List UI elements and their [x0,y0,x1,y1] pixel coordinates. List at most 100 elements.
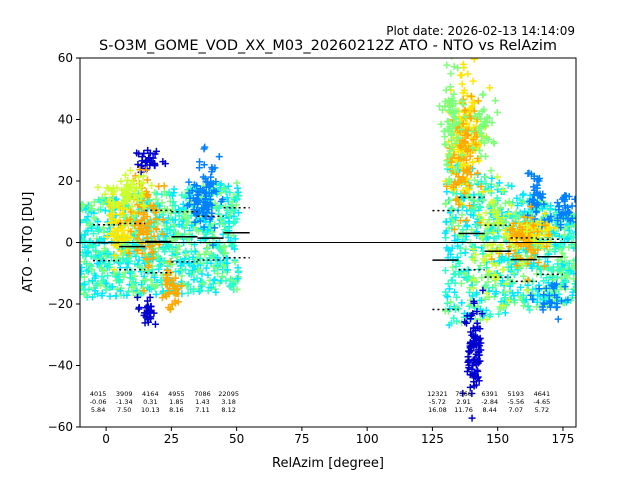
scatter-point [208,163,216,171]
scatter-point [145,227,153,235]
scatter-point [442,86,450,94]
scatter-point [129,239,137,247]
scatter-point [452,196,460,204]
scatter-point [149,254,157,262]
scatter-point [441,140,449,148]
scatter-point [454,133,462,141]
scatter-point [548,281,556,289]
scatter-point [451,279,459,287]
scatter-point [469,77,477,85]
scatter-point [520,213,528,221]
scatter-point [482,118,490,126]
scatter-point [438,106,446,114]
scatter-point [200,205,208,213]
scatter-point [136,221,144,229]
scatter-point [226,189,234,197]
scatter-point [473,374,481,382]
scatter-point [492,282,500,290]
scatter-point [500,288,508,296]
scatter-point [495,226,503,234]
scatter-point [520,272,528,280]
scatter-point [205,183,213,191]
scatter-point [132,192,140,200]
scatter-point [523,252,531,260]
scatter-point [469,284,477,292]
scatter-point [104,248,112,256]
scatter-point [528,214,536,222]
scatter-point [552,231,560,239]
bin-annotation-text: 22095 [218,390,239,398]
scatter-point [151,320,159,328]
scatter-point [544,258,552,266]
bin-annotation-text: -5.72 [429,398,446,406]
scatter-point [510,219,518,227]
scatter-point [482,306,490,314]
scatter-point [222,187,230,195]
scatter-point [189,253,197,261]
scatter-point [518,199,526,207]
scatter-point [134,161,142,169]
bin-annotation-text: 3909 [116,390,133,398]
scatter-point [530,260,538,268]
scatter-point [188,232,196,240]
scatter-point [203,244,211,252]
x-tick-label: 75 [294,432,309,446]
scatter-point [525,169,533,177]
scatter-point [554,216,562,224]
bin-annotation-text: 7.50 [117,406,131,414]
scatter-point [140,172,148,180]
scatter-point [100,266,108,274]
scatter-point [144,263,152,271]
scatter-point [138,161,146,169]
scatter-point [454,64,462,72]
scatter-point [196,158,204,166]
scatter-point [460,64,468,72]
x-tick-label: 0 [102,432,110,446]
scatter-point [117,247,125,255]
scatter-point [141,277,149,285]
scatter-point [140,287,148,295]
scatter-point [504,211,512,219]
scatter-point [109,230,117,238]
scatter-point [542,284,550,292]
scatter-point [467,171,475,179]
scatter-point [560,197,568,205]
scatter-point [495,179,503,187]
scatter-point [479,286,487,294]
scatter-point [524,229,532,237]
scatter-point [211,275,219,283]
scatter-point [541,262,549,270]
scatter-point [443,182,451,190]
scatter-point [463,147,471,155]
scatter-point [134,235,142,243]
scatter-point [184,202,192,210]
scatter-point [437,120,445,128]
scatter-point [514,289,522,297]
scatter-point [469,245,477,253]
scatter-point [171,202,179,210]
scatter-point [511,230,519,238]
bin-annotation-text: 0.31 [143,398,157,406]
scatter-point [570,257,576,265]
scatter-point [530,249,538,257]
bin-annotation-text: -1.34 [116,398,133,406]
scatter-point [465,202,473,210]
scatter-point [553,293,561,301]
scatter-point [539,190,547,198]
scatter-point [473,319,481,327]
scatter-point [517,255,525,263]
scatter-point [487,167,495,175]
scatter-point [91,274,99,282]
scatter-point [124,176,132,184]
scatter-point [566,217,574,225]
scatter-point [144,297,152,305]
scatter-point [468,103,476,111]
scatter-point [216,257,224,265]
scatter-point [488,240,496,248]
scatter-point [146,293,154,301]
scatter-point [457,280,465,288]
scatter-point [223,194,231,202]
scatter-point [501,199,509,207]
scatter-point [553,280,561,288]
scatter-point [459,120,467,128]
